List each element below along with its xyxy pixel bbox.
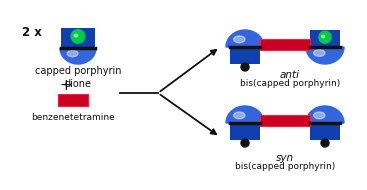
Polygon shape [226,30,264,47]
Polygon shape [306,47,344,64]
Bar [61,28,95,48]
Ellipse shape [313,50,325,56]
Text: bis(capped porphyrin): bis(capped porphyrin) [240,79,340,88]
Text: bis(capped porphyrin): bis(capped porphyrin) [235,162,335,171]
Ellipse shape [234,36,245,43]
Ellipse shape [313,112,325,119]
Text: anti: anti [280,70,300,80]
Ellipse shape [322,35,325,38]
Circle shape [71,30,85,43]
Circle shape [241,63,249,71]
Ellipse shape [74,34,78,37]
Bar [310,30,340,47]
Polygon shape [60,48,96,64]
Text: syn: syn [276,153,294,163]
Text: 2 x: 2 x [22,25,42,39]
Ellipse shape [234,112,245,119]
Bar [230,47,260,64]
Text: benzenetetramine: benzenetetramine [31,113,115,122]
Circle shape [241,139,249,147]
Polygon shape [226,106,264,123]
Ellipse shape [67,50,78,57]
Bar [260,39,310,50]
Circle shape [319,31,331,43]
Bar [310,123,340,140]
Bar [260,115,310,126]
Polygon shape [306,106,344,123]
Circle shape [321,139,329,147]
Bar [230,123,260,140]
Text: +: + [59,78,72,93]
Text: capped porphyrin
dione: capped porphyrin dione [35,66,121,89]
Bar [58,94,88,106]
